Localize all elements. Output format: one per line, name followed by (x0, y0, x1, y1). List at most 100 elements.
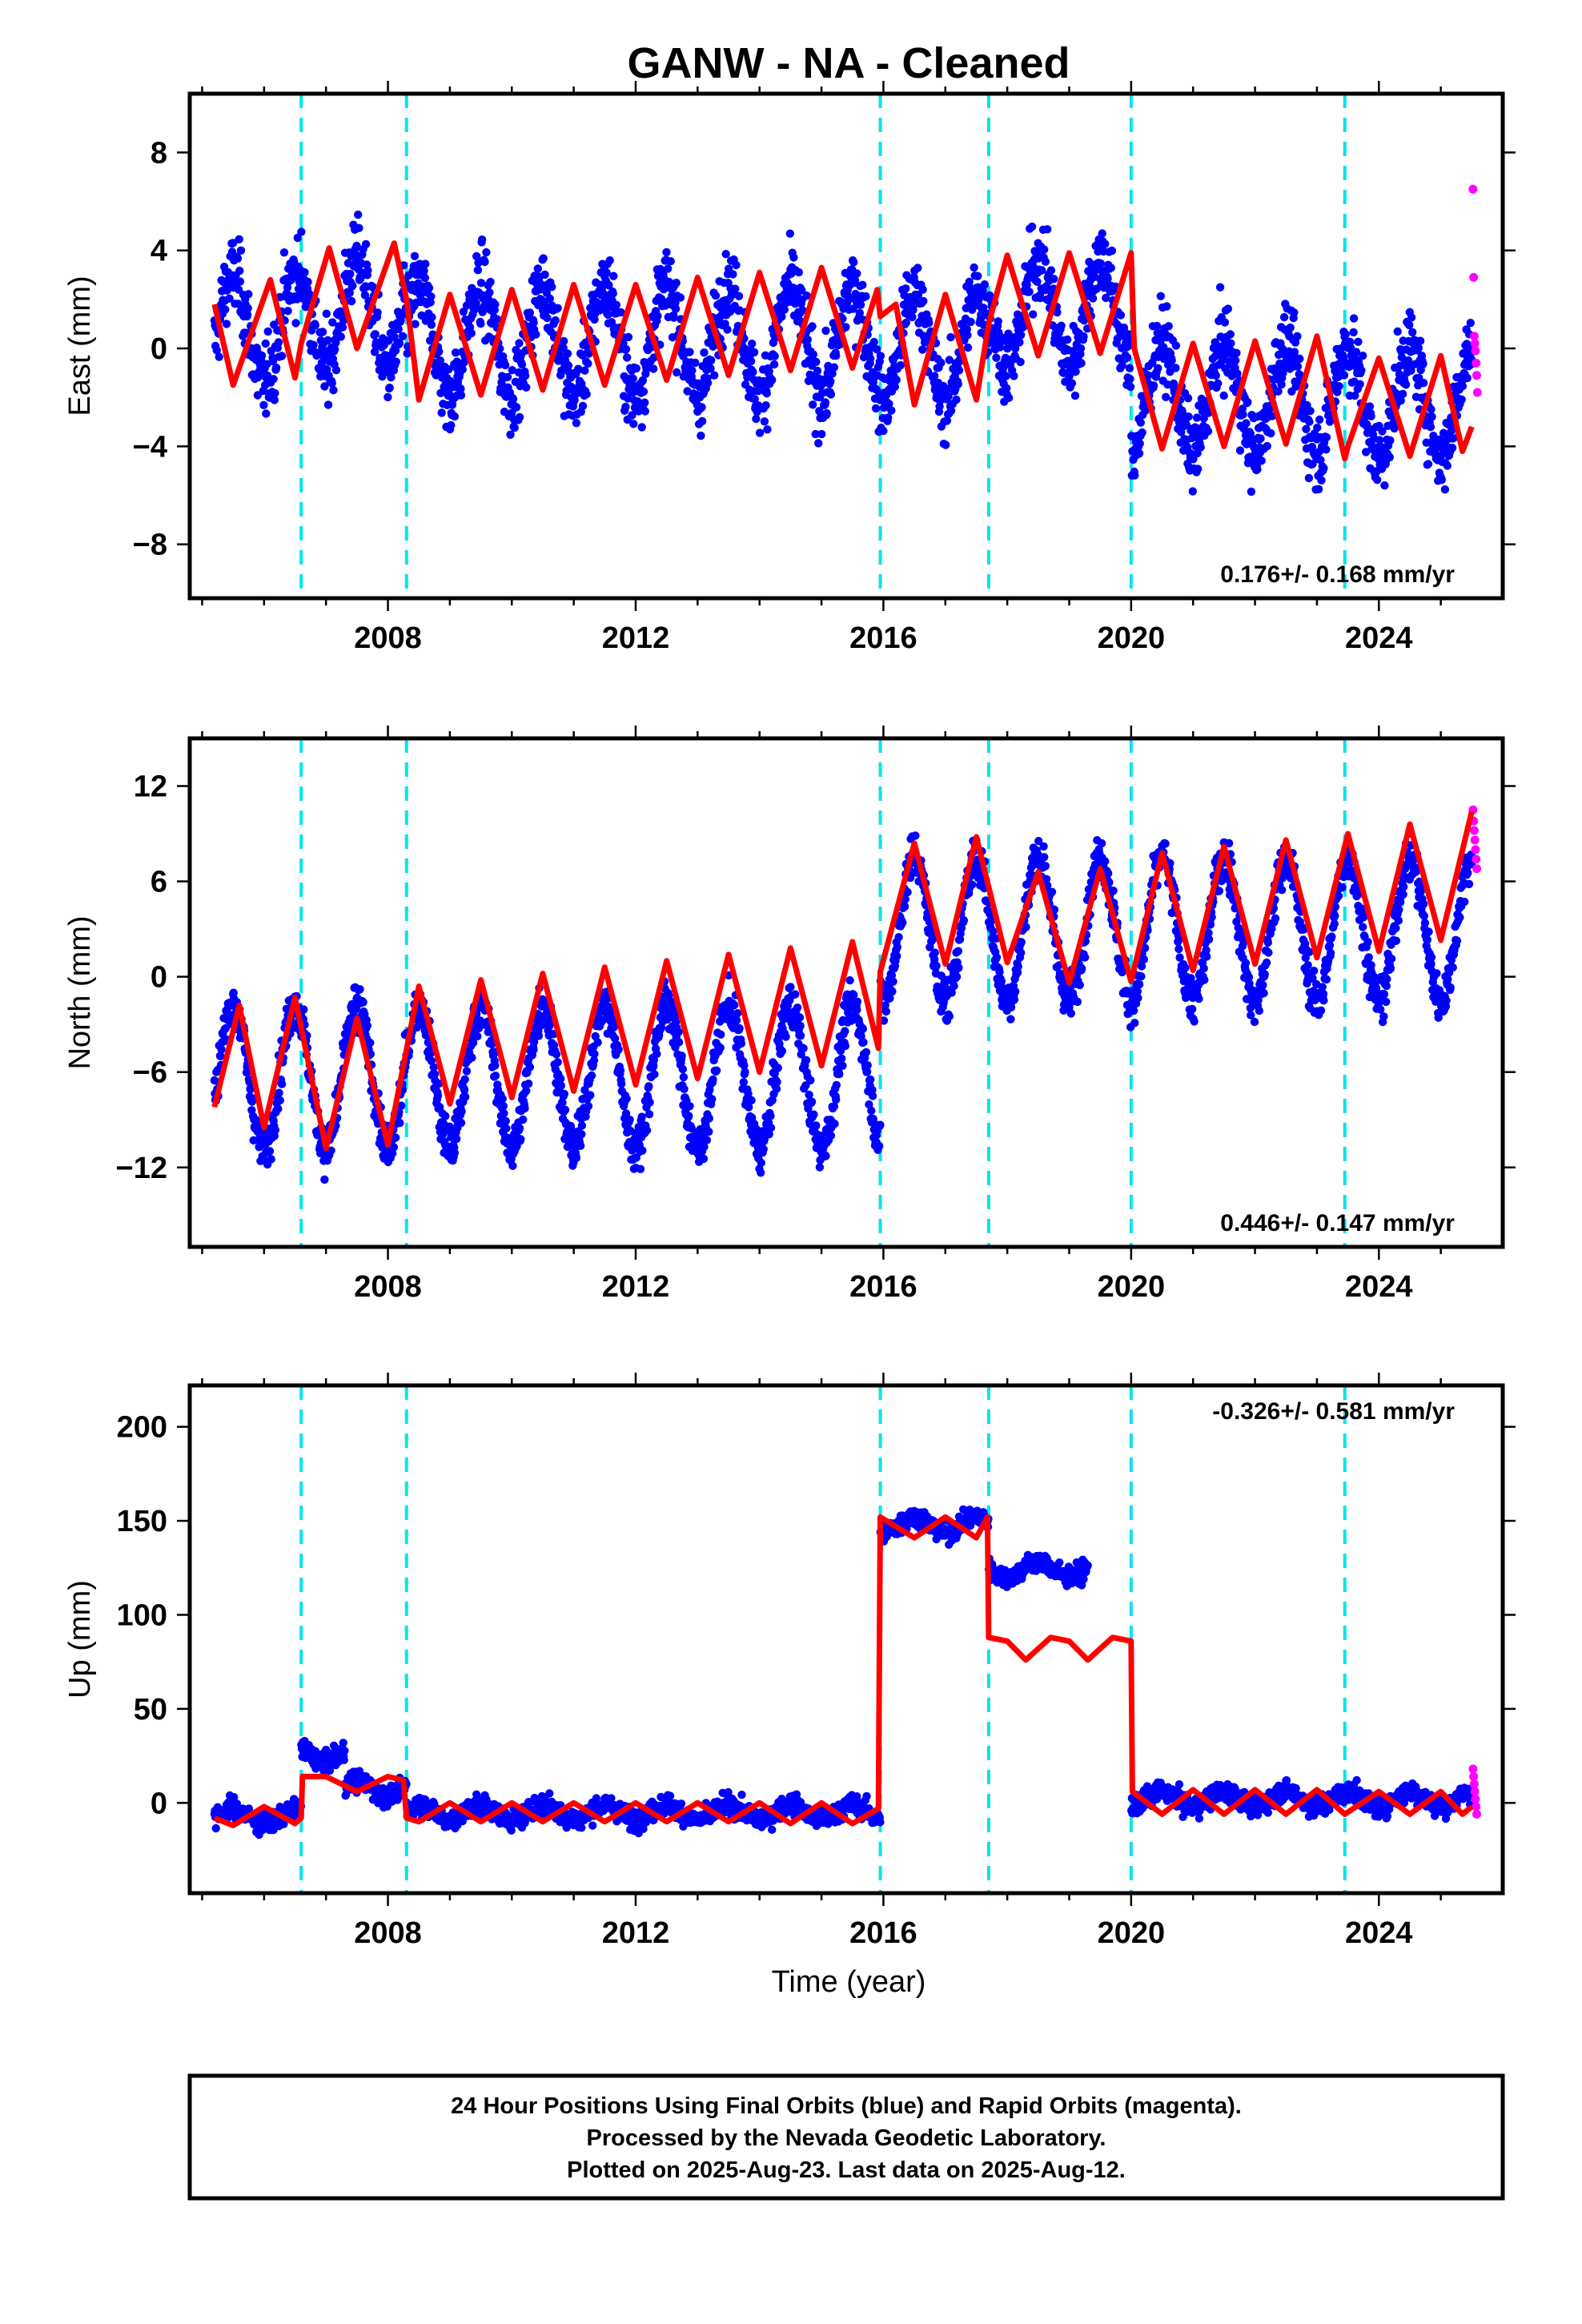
final-orbit-point (271, 1125, 280, 1135)
final-orbit-point (621, 402, 630, 412)
velocity-rate-label: 0.176+/- 0.168 mm/yr (1220, 561, 1455, 588)
final-orbit-point (769, 360, 779, 369)
final-orbit-point (1006, 1015, 1015, 1023)
final-orbit-point (640, 407, 649, 416)
final-orbit-point (1257, 456, 1266, 465)
final-orbit-point (747, 1096, 756, 1105)
final-orbit-point (1427, 405, 1435, 414)
final-orbit-point (716, 1043, 725, 1052)
final-orbit-point (813, 366, 822, 376)
final-orbit-point (876, 1120, 885, 1129)
final-orbit-point (705, 1128, 713, 1136)
final-orbit-point (524, 1080, 533, 1088)
final-orbit-point (1322, 432, 1331, 442)
final-orbit-point (311, 321, 319, 330)
final-orbit-point (734, 292, 744, 300)
final-orbit-point (656, 295, 666, 304)
final-orbit-point (560, 1089, 568, 1099)
final-orbit-point (1097, 838, 1106, 848)
y-tick-label: 8 (151, 136, 167, 170)
final-orbit-point (327, 379, 336, 388)
final-orbit-point (225, 294, 234, 303)
final-orbit-point (709, 1075, 717, 1084)
final-orbit-points (210, 829, 1476, 1184)
final-orbit-point (942, 440, 950, 449)
final-orbit-point (243, 311, 252, 320)
final-orbit-point (553, 1058, 562, 1067)
final-orbit-point (1458, 382, 1468, 391)
final-orbit-point (265, 1147, 275, 1156)
final-orbit-point (1096, 259, 1106, 268)
final-orbit-point (812, 1121, 821, 1130)
final-orbit-point (1457, 395, 1466, 404)
final-orbit-point (781, 1032, 790, 1041)
final-orbit-point (551, 316, 560, 325)
final-orbit-point (1043, 225, 1052, 234)
final-orbit-point (699, 1154, 709, 1164)
rapid-orbit-point (1472, 358, 1481, 368)
final-orbit-point (427, 292, 436, 301)
final-orbit-point (510, 424, 519, 432)
final-orbit-point (1134, 449, 1144, 458)
final-orbit-point (441, 1112, 450, 1120)
final-orbit-point (909, 305, 917, 315)
final-orbit-point (628, 374, 637, 383)
final-orbit-point (826, 390, 836, 399)
final-orbit-point (629, 420, 638, 428)
final-orbit-point (829, 363, 839, 372)
final-orbit-point (508, 1161, 517, 1171)
final-orbit-point (712, 1066, 721, 1076)
final-orbit-point (577, 1130, 586, 1139)
final-orbit-point (835, 1070, 844, 1079)
final-orbit-point (1322, 445, 1331, 454)
final-orbit-point (584, 349, 593, 358)
final-orbit-point (215, 352, 223, 361)
final-orbit-point (1226, 330, 1235, 339)
final-orbit-point (1075, 980, 1085, 990)
final-orbit-point (992, 953, 1002, 962)
final-orbit-point (263, 327, 272, 336)
final-orbit-point (1466, 319, 1476, 328)
final-orbit-point (653, 312, 662, 320)
final-orbit-point (1373, 476, 1382, 485)
final-orbit-point (793, 1003, 802, 1012)
final-orbit-point (1314, 485, 1323, 493)
final-orbit-point (761, 401, 770, 410)
final-orbit-point (705, 1114, 713, 1123)
final-orbit-point (622, 1094, 631, 1104)
final-orbit-point (777, 1047, 787, 1055)
final-orbit-point (711, 292, 721, 300)
final-orbit-point (1027, 222, 1037, 231)
final-orbit-point (580, 366, 589, 375)
final-orbit-point (323, 365, 331, 374)
final-orbit-point (838, 1061, 847, 1071)
final-orbit-point (424, 283, 434, 292)
final-orbit-point (612, 300, 620, 309)
final-orbit-point (275, 1088, 283, 1097)
final-orbit-point (394, 324, 403, 334)
final-orbit-point (456, 384, 465, 393)
final-orbit-point (346, 269, 355, 279)
final-orbit-point (348, 281, 357, 290)
final-orbit-point (499, 1101, 508, 1111)
final-orbit-point (731, 284, 740, 293)
final-orbit-point (799, 1043, 808, 1053)
final-orbit-point (522, 383, 531, 392)
final-orbit-point (355, 223, 363, 232)
final-orbit-point (856, 300, 865, 309)
final-orbit-point (617, 1080, 626, 1088)
final-orbit-point (607, 318, 616, 327)
final-orbit-point (739, 1078, 748, 1087)
final-orbit-point (244, 290, 253, 299)
final-orbit-point (1293, 362, 1303, 371)
final-orbit-point (637, 1112, 646, 1121)
final-orbit-point (433, 1091, 443, 1100)
final-orbit-point (572, 1153, 581, 1163)
final-orbit-point (1138, 428, 1146, 437)
final-orbit-point (563, 349, 572, 358)
final-orbit-point (428, 313, 436, 322)
final-orbit-point (625, 1116, 634, 1124)
final-orbit-point (508, 408, 516, 417)
final-orbit-point (954, 947, 963, 955)
final-orbit-point (396, 1119, 404, 1128)
